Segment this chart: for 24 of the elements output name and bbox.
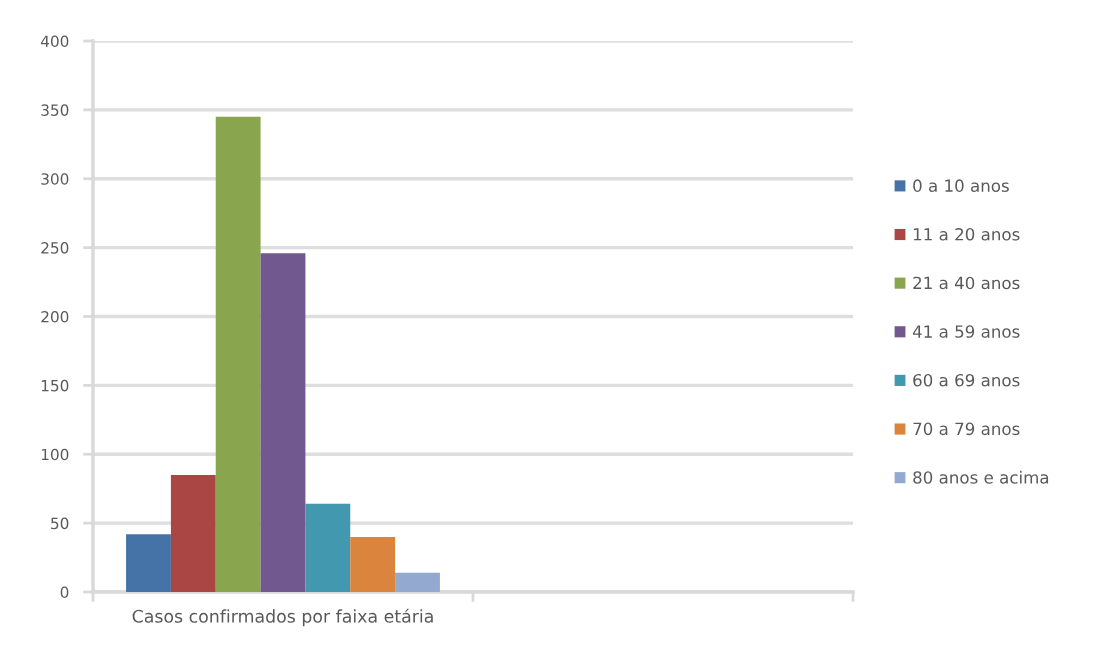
legend-label: 41 a 59 anos (912, 325, 1020, 338)
bar (170, 474, 216, 592)
y-tick-label: 150 (41, 379, 69, 392)
legend-label: 60 a 69 anos (913, 373, 1020, 387)
y-tick-label: 0 (60, 586, 69, 599)
y-tick-label: 100 (41, 448, 69, 461)
legend-label: 0 a 10 anos (913, 179, 1009, 192)
bar (260, 253, 306, 592)
legend-label: 21 a 40 anos (913, 276, 1020, 290)
legend-label: 11 a 20 anos (913, 228, 1020, 241)
bar (395, 572, 440, 592)
bar (215, 116, 261, 592)
bar (126, 534, 171, 592)
legend-label: 70 a 79 anos (913, 422, 1020, 436)
legend-label: 80 anos e acima (913, 470, 1049, 484)
y-tick-label: 200 (41, 310, 69, 323)
x-tick-label: Casos confirmados por faixa etária (132, 608, 433, 627)
y-tick-label: 250 (41, 242, 69, 254)
y-tick-label: 300 (41, 173, 69, 185)
y-tick-label: 400 (40, 35, 69, 48)
bar (350, 536, 396, 592)
y-tick-label: 50 (51, 517, 69, 530)
bar (305, 503, 351, 592)
y-tick-label: 350 (41, 104, 69, 116)
